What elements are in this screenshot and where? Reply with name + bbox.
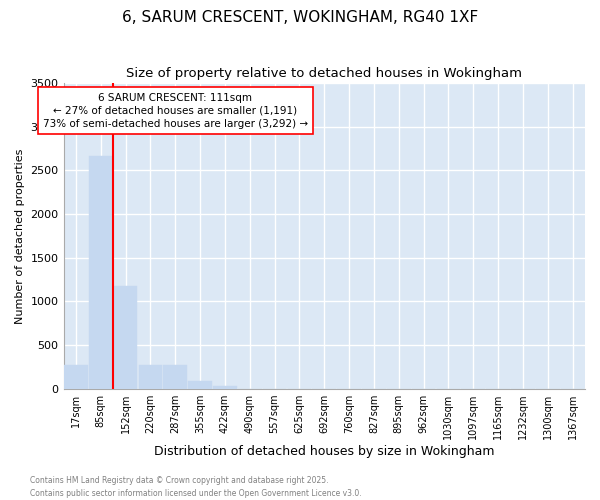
Text: Contains HM Land Registry data © Crown copyright and database right 2025.
Contai: Contains HM Land Registry data © Crown c… bbox=[30, 476, 362, 498]
Bar bbox=[89, 156, 113, 388]
Text: 6 SARUM CRESCENT: 111sqm
← 27% of detached houses are smaller (1,191)
73% of sem: 6 SARUM CRESCENT: 111sqm ← 27% of detach… bbox=[43, 92, 308, 129]
Y-axis label: Number of detached properties: Number of detached properties bbox=[15, 148, 25, 324]
Bar bbox=[188, 381, 212, 388]
Bar bbox=[64, 365, 88, 388]
Bar bbox=[163, 365, 187, 388]
Bar bbox=[213, 386, 237, 388]
X-axis label: Distribution of detached houses by size in Wokingham: Distribution of detached houses by size … bbox=[154, 444, 494, 458]
Bar bbox=[114, 286, 137, 388]
Bar bbox=[139, 365, 162, 388]
Text: 6, SARUM CRESCENT, WOKINGHAM, RG40 1XF: 6, SARUM CRESCENT, WOKINGHAM, RG40 1XF bbox=[122, 10, 478, 25]
Title: Size of property relative to detached houses in Wokingham: Size of property relative to detached ho… bbox=[126, 68, 522, 80]
